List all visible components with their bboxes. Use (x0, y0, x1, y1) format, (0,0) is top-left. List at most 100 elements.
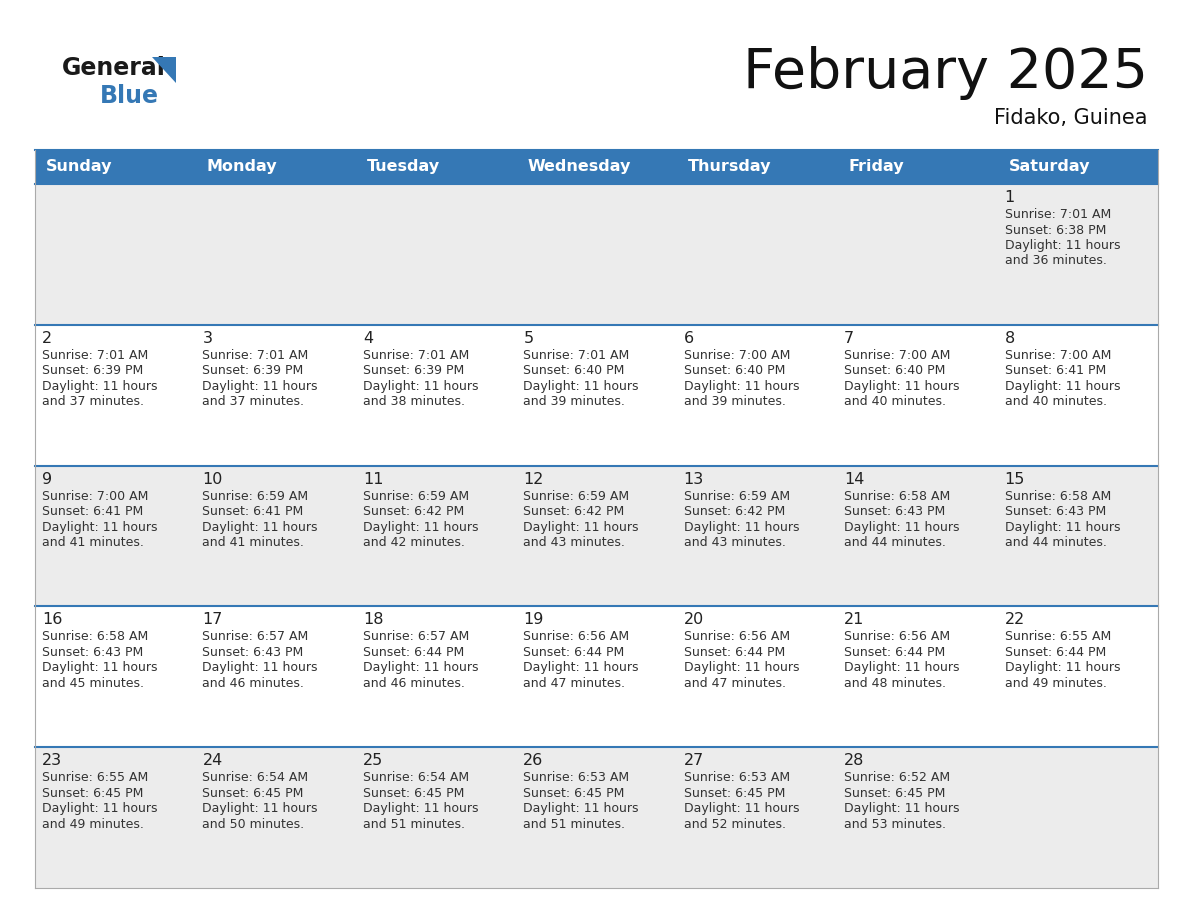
Bar (838, 184, 998, 325)
Bar (517, 184, 677, 325)
Bar (517, 465, 677, 607)
Text: Sunset: 6:42 PM: Sunset: 6:42 PM (523, 505, 625, 518)
Bar (196, 465, 356, 607)
Bar (677, 184, 838, 325)
Bar (517, 747, 677, 888)
Text: and 40 minutes.: and 40 minutes. (845, 396, 946, 409)
Text: and 48 minutes.: and 48 minutes. (845, 677, 946, 690)
Text: 10: 10 (202, 472, 223, 487)
Text: 12: 12 (523, 472, 544, 487)
Text: Sunrise: 7:01 AM: Sunrise: 7:01 AM (42, 349, 148, 362)
Text: and 45 minutes.: and 45 minutes. (42, 677, 144, 690)
Text: Daylight: 11 hours: Daylight: 11 hours (684, 380, 800, 393)
Text: General: General (62, 56, 166, 80)
Text: Sunrise: 6:54 AM: Sunrise: 6:54 AM (202, 771, 309, 784)
Text: Daylight: 11 hours: Daylight: 11 hours (523, 380, 639, 393)
Text: Sunset: 6:42 PM: Sunset: 6:42 PM (362, 505, 465, 518)
Text: 8: 8 (1005, 330, 1015, 346)
Text: Sunrise: 7:01 AM: Sunrise: 7:01 AM (202, 349, 309, 362)
Text: Sunday: Sunday (46, 160, 113, 174)
Text: Friday: Friday (848, 160, 904, 174)
Text: Daylight: 11 hours: Daylight: 11 hours (1005, 239, 1120, 252)
Text: Sunrise: 6:58 AM: Sunrise: 6:58 AM (1005, 489, 1111, 502)
Text: Daylight: 11 hours: Daylight: 11 hours (523, 661, 639, 675)
Text: February 2025: February 2025 (742, 46, 1148, 100)
Text: Daylight: 11 hours: Daylight: 11 hours (202, 802, 318, 815)
Bar (356, 325, 517, 465)
Bar (356, 607, 517, 747)
Bar (34, 747, 196, 888)
Bar (838, 150, 998, 184)
Text: Sunset: 6:39 PM: Sunset: 6:39 PM (42, 364, 144, 377)
Bar (838, 325, 998, 465)
Text: 20: 20 (684, 612, 704, 627)
Bar (517, 325, 677, 465)
Text: and 37 minutes.: and 37 minutes. (42, 396, 144, 409)
Text: and 44 minutes.: and 44 minutes. (845, 536, 946, 549)
Bar (34, 465, 196, 607)
Bar (677, 150, 838, 184)
Text: Sunrise: 7:00 AM: Sunrise: 7:00 AM (845, 349, 950, 362)
Text: and 39 minutes.: and 39 minutes. (523, 396, 625, 409)
Text: 19: 19 (523, 612, 544, 627)
Bar (998, 184, 1158, 325)
Polygon shape (152, 57, 176, 83)
Bar (517, 150, 677, 184)
Text: 15: 15 (1005, 472, 1025, 487)
Text: and 38 minutes.: and 38 minutes. (362, 396, 465, 409)
Text: and 36 minutes.: and 36 minutes. (1005, 254, 1106, 267)
Bar (517, 607, 677, 747)
Text: Sunset: 6:45 PM: Sunset: 6:45 PM (202, 787, 304, 800)
Text: and 41 minutes.: and 41 minutes. (202, 536, 304, 549)
Text: and 51 minutes.: and 51 minutes. (362, 818, 465, 831)
Text: Sunrise: 6:57 AM: Sunrise: 6:57 AM (362, 631, 469, 644)
Text: Daylight: 11 hours: Daylight: 11 hours (362, 802, 479, 815)
Text: Sunrise: 6:59 AM: Sunrise: 6:59 AM (202, 489, 309, 502)
Text: 11: 11 (362, 472, 384, 487)
Bar (998, 325, 1158, 465)
Text: Monday: Monday (207, 160, 277, 174)
Text: 25: 25 (362, 753, 383, 768)
Bar (356, 184, 517, 325)
Text: Sunset: 6:39 PM: Sunset: 6:39 PM (362, 364, 465, 377)
Text: Daylight: 11 hours: Daylight: 11 hours (1005, 661, 1120, 675)
Text: Daylight: 11 hours: Daylight: 11 hours (42, 661, 158, 675)
Text: and 46 minutes.: and 46 minutes. (202, 677, 304, 690)
Text: and 44 minutes.: and 44 minutes. (1005, 536, 1106, 549)
Bar (998, 607, 1158, 747)
Text: 24: 24 (202, 753, 222, 768)
Text: Sunset: 6:44 PM: Sunset: 6:44 PM (845, 646, 946, 659)
Text: 16: 16 (42, 612, 63, 627)
Text: 22: 22 (1005, 612, 1025, 627)
Text: Sunset: 6:38 PM: Sunset: 6:38 PM (1005, 223, 1106, 237)
Text: 21: 21 (845, 612, 865, 627)
Text: Sunset: 6:45 PM: Sunset: 6:45 PM (845, 787, 946, 800)
Text: Daylight: 11 hours: Daylight: 11 hours (684, 521, 800, 533)
Text: Sunrise: 6:54 AM: Sunrise: 6:54 AM (362, 771, 469, 784)
Text: Blue: Blue (100, 84, 159, 108)
Text: Sunrise: 7:01 AM: Sunrise: 7:01 AM (362, 349, 469, 362)
Text: Sunset: 6:44 PM: Sunset: 6:44 PM (362, 646, 465, 659)
Text: and 51 minutes.: and 51 minutes. (523, 818, 625, 831)
Text: Sunset: 6:41 PM: Sunset: 6:41 PM (42, 505, 144, 518)
Text: and 37 minutes.: and 37 minutes. (202, 396, 304, 409)
Bar (196, 607, 356, 747)
Text: 18: 18 (362, 612, 384, 627)
Text: Sunrise: 6:57 AM: Sunrise: 6:57 AM (202, 631, 309, 644)
Text: 13: 13 (684, 472, 704, 487)
Text: 4: 4 (362, 330, 373, 346)
Text: Saturday: Saturday (1009, 160, 1091, 174)
Text: Sunset: 6:44 PM: Sunset: 6:44 PM (1005, 646, 1106, 659)
Text: Sunset: 6:41 PM: Sunset: 6:41 PM (202, 505, 304, 518)
Text: Sunrise: 7:01 AM: Sunrise: 7:01 AM (1005, 208, 1111, 221)
Text: 7: 7 (845, 330, 854, 346)
Text: 28: 28 (845, 753, 865, 768)
Bar (838, 465, 998, 607)
Text: Sunrise: 6:52 AM: Sunrise: 6:52 AM (845, 771, 950, 784)
Text: Sunrise: 6:58 AM: Sunrise: 6:58 AM (42, 631, 148, 644)
Text: Sunrise: 6:55 AM: Sunrise: 6:55 AM (42, 771, 148, 784)
Text: Sunrise: 6:53 AM: Sunrise: 6:53 AM (684, 771, 790, 784)
Text: Sunset: 6:45 PM: Sunset: 6:45 PM (523, 787, 625, 800)
Text: 26: 26 (523, 753, 544, 768)
Bar (34, 150, 196, 184)
